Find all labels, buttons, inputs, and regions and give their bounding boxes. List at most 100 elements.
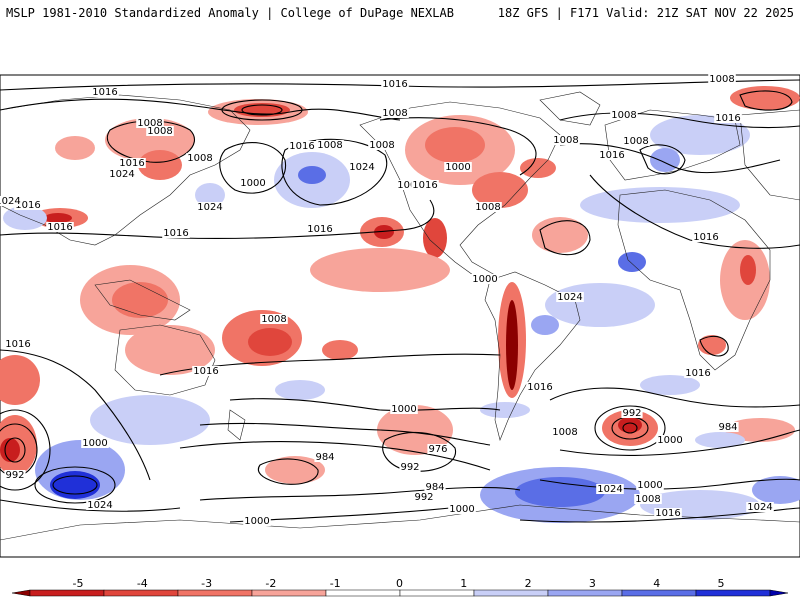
isobar-label-bg [381, 79, 409, 89]
anomaly-positive [640, 375, 700, 395]
isobar-label: 1000 [82, 438, 107, 449]
isobar-label-bg [192, 366, 220, 376]
colorbar-arrow-right [769, 589, 789, 597]
anomaly-negative [112, 282, 168, 318]
isobar-label: 1016 [15, 200, 40, 211]
anomaly-positive [480, 402, 530, 418]
isobar-label-bg [656, 435, 684, 445]
isobar-label-bg [692, 232, 720, 242]
isobar-label: 1000 [657, 435, 682, 446]
isobar [549, 387, 800, 408]
colorbar-segment [399, 589, 475, 597]
isobar-label: 1008 [147, 126, 172, 137]
isobar-label-bg [621, 408, 643, 418]
isobar-label: 1008 [623, 136, 648, 147]
anomaly-negative [506, 300, 518, 390]
isobar-label-bg [551, 427, 579, 437]
isobar-label: 1024 [597, 484, 622, 495]
isobar [0, 98, 401, 121]
model-run-info: 18Z GFS | F171 Valid: 21Z SAT NOV 22 202… [497, 6, 794, 20]
isobar [199, 486, 521, 501]
isobar-label: 1016 [527, 382, 552, 393]
isobar-label-bg [196, 202, 224, 212]
isobar-label-bg [14, 200, 42, 210]
colorbar-tick-label: 5 [717, 577, 725, 590]
isobar-label: 1000 [449, 504, 474, 515]
isobar-label-bg [4, 339, 32, 349]
isobar-label: 1016 [599, 150, 624, 161]
isobar-label: 1000 [391, 404, 416, 415]
isobar [199, 422, 491, 446]
isobar-label-bg [288, 141, 316, 151]
isobar-label: 1016 [47, 222, 72, 233]
isobar-label-bg [526, 382, 554, 392]
isobar-label: 1008 [611, 110, 636, 121]
isobar [382, 431, 456, 472]
isobar-label: 976 [428, 444, 447, 455]
isobar-label-bg [396, 180, 424, 190]
isobar-label: 1008 [397, 180, 422, 191]
isobar-label-bg [636, 480, 664, 490]
anomaly-positive [695, 432, 745, 448]
isobar [519, 507, 800, 523]
isobar-label: 1008 [709, 74, 734, 85]
isobar-label: 992 [622, 408, 641, 419]
isobar-label: 1008 [369, 140, 394, 151]
isobar-label: 1024 [0, 196, 21, 207]
colorbar-segment [621, 589, 697, 597]
colorbar-tick-label: 3 [588, 577, 596, 590]
anomaly-negative [0, 438, 20, 462]
anomaly-positive [50, 471, 100, 499]
isobar-label-bg [610, 110, 638, 120]
isobar [0, 409, 51, 491]
isobar-label: 1024 [349, 162, 374, 173]
isobar-label-bg [474, 202, 502, 212]
anomaly-negative [532, 217, 588, 253]
colorbar-segment [325, 589, 401, 597]
asia-east-coast [739, 109, 800, 201]
isobar-label-bg [471, 274, 499, 284]
isobar-label-bg [118, 158, 146, 168]
isobar [0, 499, 181, 512]
isobar-label: 1024 [197, 202, 222, 213]
isobar-label: 1016 [693, 232, 718, 243]
isobar [281, 138, 388, 206]
isobar-label: 1000 [472, 274, 497, 285]
isobar-label-bg [424, 482, 446, 492]
anomaly-negative [618, 417, 642, 433]
colorbar-tick-label: -1 [329, 577, 341, 590]
isobar-label: 1008 [635, 494, 660, 505]
isobar-label-bg [399, 462, 421, 472]
isobar-label: 1024 [87, 500, 112, 511]
isobar-label: 1016 [412, 180, 437, 191]
colorbar-tick-label: -3 [201, 577, 213, 590]
anomaly-negative [310, 248, 450, 292]
isobar-label: 1000 [240, 178, 265, 189]
isobar [0, 349, 151, 481]
isobar-label-bg [4, 470, 26, 480]
isobar-label: 1000 [244, 516, 269, 527]
isobar [241, 104, 283, 116]
isobar [594, 405, 666, 451]
isobar [379, 117, 537, 176]
anomaly-positive [752, 476, 800, 504]
isobar-label-bg [746, 502, 774, 512]
colorbar-segment [29, 589, 105, 597]
colorbar-segment [103, 589, 179, 597]
isobar-label-bg [306, 224, 334, 234]
isobar [257, 458, 319, 485]
isobar [539, 220, 591, 256]
isobar-label: 1016 [92, 87, 117, 98]
anomaly-positive [298, 166, 326, 184]
anomaly-positive [90, 395, 210, 445]
isobar [34, 466, 116, 504]
colorbar-tick-label: -5 [72, 577, 84, 590]
isobar-label: 1016 [193, 366, 218, 377]
anomaly-negative [730, 86, 800, 110]
australia-coast [114, 324, 216, 396]
anomaly-negative [44, 213, 72, 223]
anomaly-positive [531, 315, 559, 335]
asia-coast [0, 94, 251, 246]
isobars [0, 79, 800, 523]
isobar-label-bg [684, 368, 712, 378]
